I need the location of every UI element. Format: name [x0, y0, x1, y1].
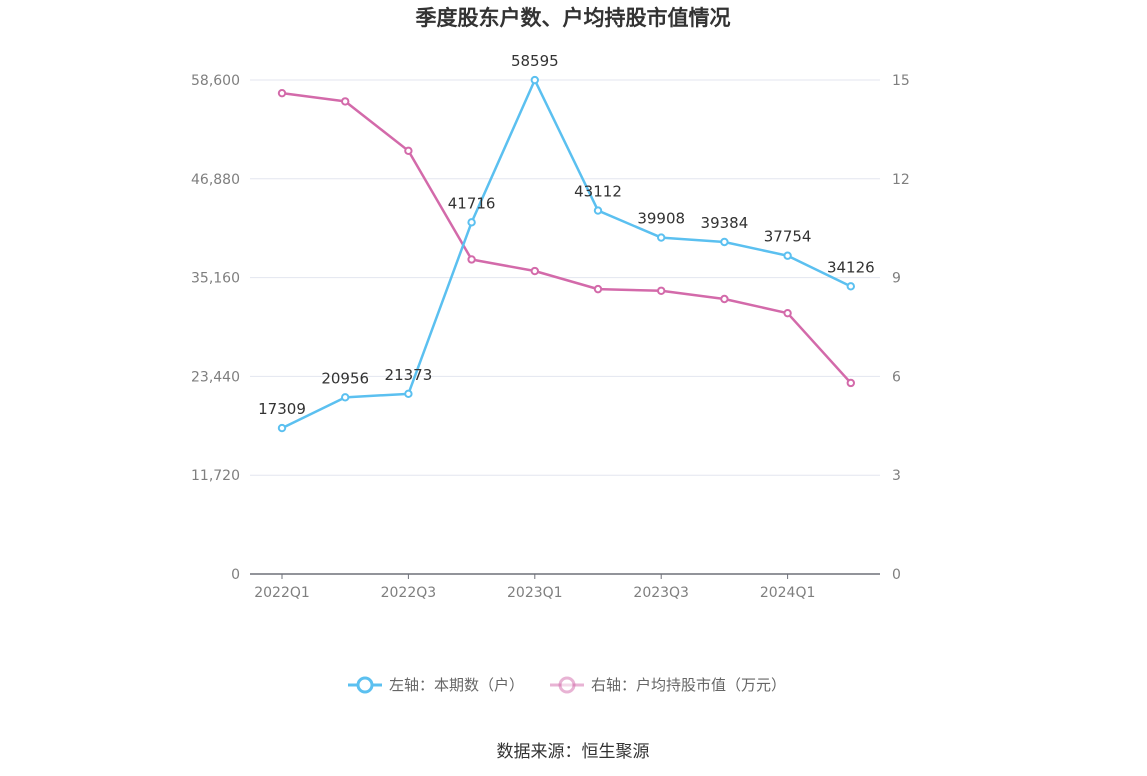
legend-item-market-value[interactable]: 右轴：户均持股市值（万元） [550, 676, 786, 694]
data-label: 20956 [321, 369, 369, 387]
x-tick-label: 2022Q1 [254, 585, 310, 601]
market-value-point[interactable] [593, 284, 603, 294]
grid-lines [250, 79, 880, 476]
legend-label-households: 左轴：本期数（户） [389, 676, 524, 694]
data-label: 34126 [827, 258, 875, 276]
data-label: 39384 [701, 214, 749, 232]
market-value-point[interactable] [846, 378, 855, 388]
left-tick-label: 35,160 [191, 271, 240, 287]
right-tick-label: 0 [892, 567, 901, 583]
chart-title: 季度股东户数、户均持股市值情况 [416, 6, 731, 30]
legend-marker-households [356, 676, 374, 694]
data-label: 39908 [637, 210, 685, 228]
data-labels: 17309 20956 21373 41716 58595 43112 39908 39384… [258, 52, 875, 418]
right-tick-label: 3 [892, 468, 901, 484]
left-tick-label: 0 [231, 567, 240, 583]
right-tick-label: 15 [892, 73, 910, 89]
x-tick-label: 2022Q3 [381, 585, 437, 601]
market-value-point[interactable] [720, 294, 729, 304]
data-label: 58595 [511, 52, 559, 70]
right-tick-label: 6 [892, 369, 901, 385]
left-axis-ticks: 0 11,720 23,440 35,160 46,880 58,600 [191, 73, 240, 583]
market-value-point[interactable] [341, 97, 350, 106]
households-point[interactable] [720, 237, 729, 247]
legend: 左轴：本期数（户） 右轴：户均持股市值（万元） [348, 676, 786, 694]
households-point[interactable] [846, 282, 855, 291]
market-value-point[interactable] [404, 146, 413, 156]
legend-item-households[interactable]: 左轴：本期数（户） [348, 676, 524, 694]
x-tick-label: 2023Q3 [633, 585, 689, 601]
market-value-point[interactable] [277, 88, 287, 98]
market-value-point[interactable] [530, 266, 539, 276]
right-tick-label: 12 [892, 172, 910, 188]
data-label: 43112 [574, 183, 622, 201]
households-point[interactable] [341, 393, 350, 402]
households-point[interactable] [530, 75, 539, 85]
market-value-point[interactable] [657, 286, 666, 295]
data-label: 21373 [385, 366, 433, 384]
left-tick-label: 58,600 [191, 73, 240, 89]
data-label: 37754 [764, 228, 812, 246]
data-label: 17309 [258, 400, 306, 418]
households-point[interactable] [657, 233, 666, 242]
left-tick-label: 46,880 [191, 172, 240, 188]
market-value-point[interactable] [783, 308, 792, 318]
data-source: 数据来源：恒生聚源 [497, 742, 650, 762]
households-point[interactable] [277, 423, 287, 433]
right-tick-label: 9 [892, 271, 901, 287]
left-tick-label: 23,440 [191, 369, 240, 385]
legend-label-market-value: 右轴：户均持股市值（万元） [591, 676, 786, 694]
x-axis: 2022Q1 2022Q3 2023Q1 2023Q3 2024Q1 [250, 573, 880, 601]
x-tick-label: 2023Q1 [507, 585, 563, 601]
households-line [281, 78, 852, 430]
market-value-line [281, 91, 852, 384]
legend-marker-market-value [558, 676, 576, 694]
right-axis-ticks: 0 3 6 9 12 15 [892, 73, 910, 583]
households-point[interactable] [467, 218, 476, 227]
x-tick-label: 2024Q1 [760, 585, 816, 601]
households-point[interactable] [404, 389, 413, 399]
households-point[interactable] [783, 251, 792, 260]
left-tick-label: 11,720 [191, 468, 240, 484]
market-value-point[interactable] [467, 255, 476, 264]
households-point[interactable] [593, 206, 603, 215]
data-label: 41716 [448, 194, 496, 212]
series-layer [277, 75, 855, 433]
